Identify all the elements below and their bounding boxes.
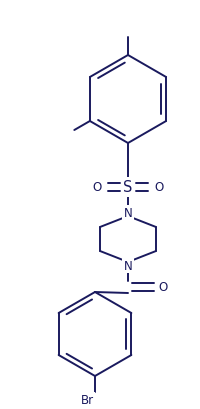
Text: N: N <box>123 259 132 272</box>
Text: O: O <box>154 181 163 194</box>
Text: S: S <box>123 180 132 195</box>
Text: Br: Br <box>80 393 93 407</box>
Text: O: O <box>92 181 101 194</box>
Text: O: O <box>158 281 167 294</box>
Text: N: N <box>123 207 132 220</box>
